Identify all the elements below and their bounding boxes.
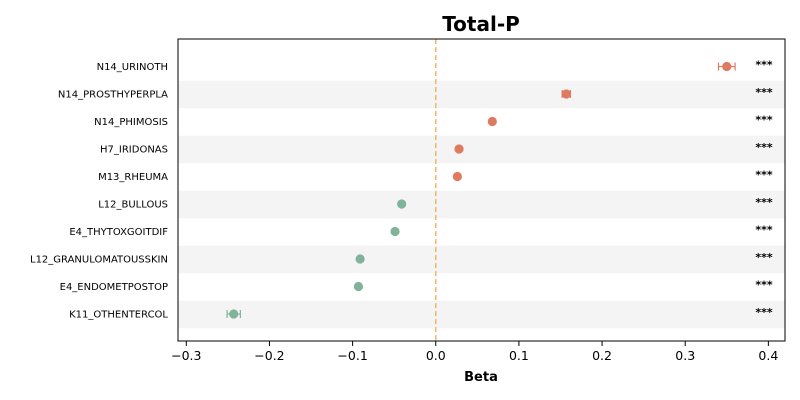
significance-label: ***	[755, 86, 773, 99]
data-point	[561, 89, 571, 99]
data-point	[397, 199, 407, 209]
x-tick-label: 0.4	[758, 348, 778, 363]
row-band	[178, 190, 785, 219]
row-bands	[178, 80, 785, 329]
y-tick-label: N14_URINOTH	[97, 62, 168, 73]
significance-label: ***	[755, 224, 773, 237]
data-point	[390, 226, 400, 237]
data-point	[452, 171, 462, 182]
data-point	[487, 116, 497, 127]
significance-label: ***	[755, 114, 773, 127]
y-tick-label: M13_RHEUMA	[98, 172, 168, 183]
y-tick-label: N14_PROSTHYPERPLA	[58, 90, 168, 101]
data-point	[355, 254, 365, 264]
significance-label: ***	[755, 196, 773, 209]
row-band	[178, 80, 785, 109]
data-point	[353, 281, 364, 292]
row-band	[178, 245, 785, 274]
data-point	[722, 61, 732, 72]
y-tick-label: L12_GRANULOMATOUSSKIN	[30, 255, 168, 266]
y-tick-label: H7_IRIDONAS	[100, 145, 168, 156]
row-band	[178, 300, 785, 329]
y-tick-label: N14_PHIMOSIS	[94, 117, 168, 128]
y-tick-label: E4_THYTOXGOITDIF	[69, 227, 168, 238]
significance-label: ***	[755, 306, 773, 319]
x-tick-label: 0.1	[509, 348, 529, 363]
x-tick-label: 0.2	[592, 348, 612, 363]
y-tick-label: L12_BULLOUS	[98, 200, 168, 211]
plot-frame	[177, 38, 786, 342]
data-points	[226, 61, 736, 319]
x-axis-label: Beta	[464, 370, 498, 385]
x-tick-label: −0.1	[337, 348, 367, 363]
chart-title: Total-P	[442, 12, 520, 36]
x-axis-ticks: −0.3 −0.2 −0.1 0.0 0.1 0.2 0.3 0.4	[171, 341, 778, 363]
significance-label: ***	[755, 251, 773, 264]
x-tick-label: −0.2	[254, 348, 284, 363]
data-point	[229, 309, 239, 319]
x-tick-label: 0.3	[675, 348, 695, 363]
significance-label: ***	[755, 141, 773, 154]
significance-label: ***	[755, 279, 773, 292]
data-point	[454, 144, 464, 154]
y-tick-label: K11_OTHENTERCOL	[69, 310, 168, 321]
x-tick-label: 0.0	[426, 348, 446, 363]
row-band	[178, 135, 785, 164]
x-tick-label: −0.3	[171, 348, 201, 363]
y-axis-labels: N14_URINOTH N14_PROSTHYPERPLA N14_PHIMOSIS…	[30, 62, 168, 321]
significance-label: ***	[755, 59, 773, 72]
y-tick-label: E4_ENDOMETPOSTOP	[60, 282, 168, 293]
significance-labels: *** *** *** *** *** *** *** *** *** ***	[755, 59, 773, 320]
significance-label: ***	[755, 169, 773, 182]
